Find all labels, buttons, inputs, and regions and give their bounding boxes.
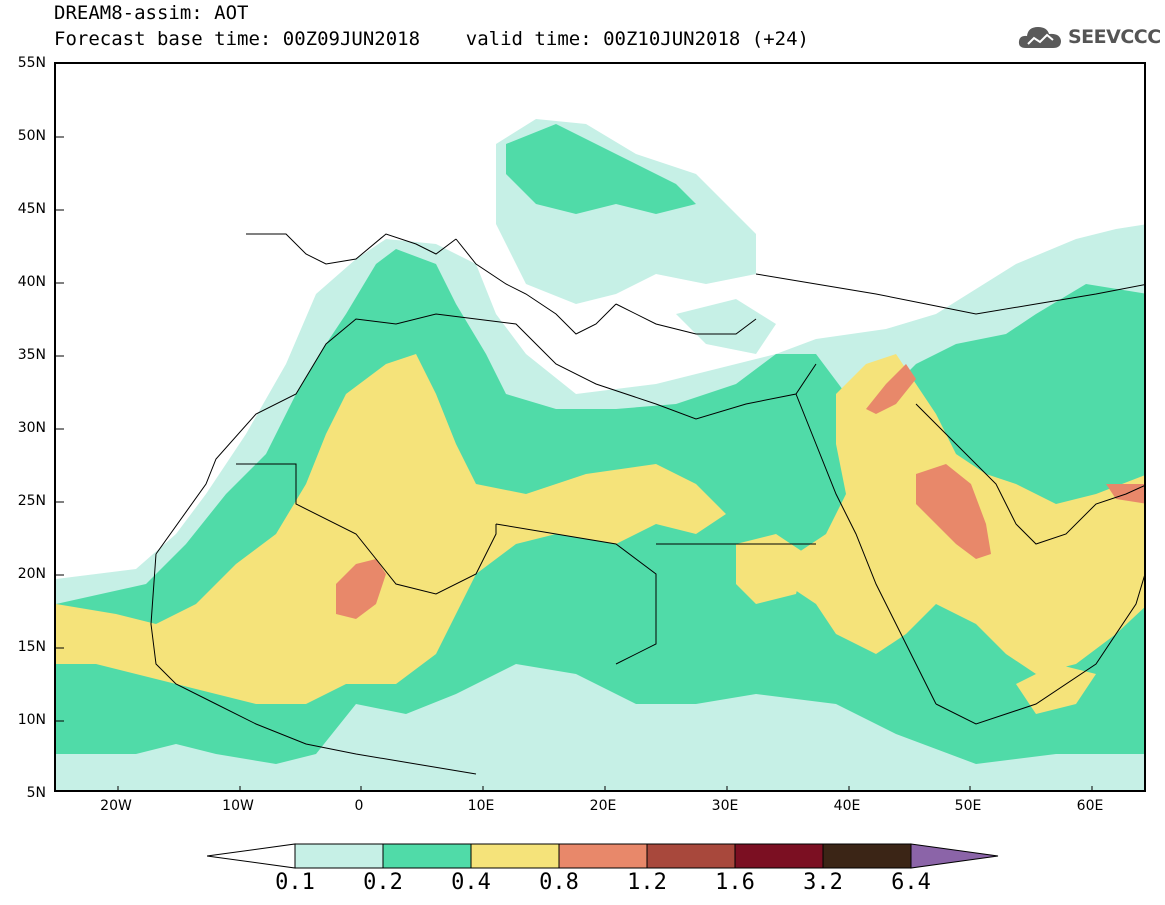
aot-field-0-8: [336, 364, 1144, 619]
lon-label-50e: 50E: [954, 798, 982, 814]
lon-label-0: 0: [354, 798, 364, 814]
colorbar-label-6-4: 6.4: [891, 870, 931, 895]
chart-title: DREAM8-assim: AOT: [54, 2, 249, 24]
colorbar-bin-6: [734, 843, 824, 869]
lat-label-15n: 15N: [17, 639, 46, 655]
lat-label-20n: 20N: [17, 566, 46, 582]
lat-label-25n: 25N: [17, 493, 46, 509]
lat-label-55n: 55N: [17, 55, 46, 71]
lat-label-45n: 45N: [17, 201, 46, 217]
lat-label-40n: 40N: [17, 274, 46, 290]
colorbar-label-0-1: 0.1: [275, 870, 315, 895]
aot-map: [54, 62, 1146, 792]
lat-label-10n: 10N: [17, 712, 46, 728]
lon-label-60e: 60E: [1076, 798, 1104, 814]
colorbar-label-0-8: 0.8: [539, 870, 579, 895]
seevccc-logo: SEEVCCC: [1016, 22, 1161, 52]
cloud-icon: [1018, 27, 1061, 48]
lat-label-30n: 30N: [17, 420, 46, 436]
logo-text: SEEVCCC: [1068, 26, 1161, 48]
grid-ticks: [56, 136, 1093, 790]
colorbar-label-0-2: 0.2: [363, 870, 403, 895]
colorbar-label-1-2: 1.2: [627, 870, 667, 895]
colorbar-label-3-2: 3.2: [803, 870, 843, 895]
colorbar-label-1-6: 1.6: [715, 870, 755, 895]
colorbar-bin-5: [646, 843, 736, 869]
forecast-time-line: Forecast base time: 00Z09JUN2018 valid t…: [54, 28, 809, 50]
lon-label-30e: 30E: [711, 798, 739, 814]
colorbar-label-0-4: 0.4: [451, 870, 491, 895]
lon-label-40e: 40E: [833, 798, 861, 814]
colorbar-high-arrow: [910, 843, 999, 869]
aot-colorbar: [207, 843, 999, 869]
colorbar-bin-2: [382, 843, 472, 869]
lon-label-10w: 10W: [222, 798, 254, 814]
lat-label-5n: 5N: [26, 785, 46, 801]
aot-map-canvas: [56, 119, 1144, 790]
colorbar-bin-3: [470, 843, 560, 869]
coastlines: [150, 233, 1144, 775]
lon-label-10e: 10E: [467, 798, 495, 814]
lon-label-20e: 20E: [589, 798, 617, 814]
colorbar-bin-7: [822, 843, 912, 869]
colorbar-bin-4: [558, 843, 648, 869]
lat-label-35n: 35N: [17, 347, 46, 363]
lon-label-20w: 20W: [100, 798, 132, 814]
colorbar-bin-1: [294, 843, 384, 869]
colorbar-low-arrow: [207, 843, 296, 869]
lat-label-50n: 50N: [17, 128, 46, 144]
